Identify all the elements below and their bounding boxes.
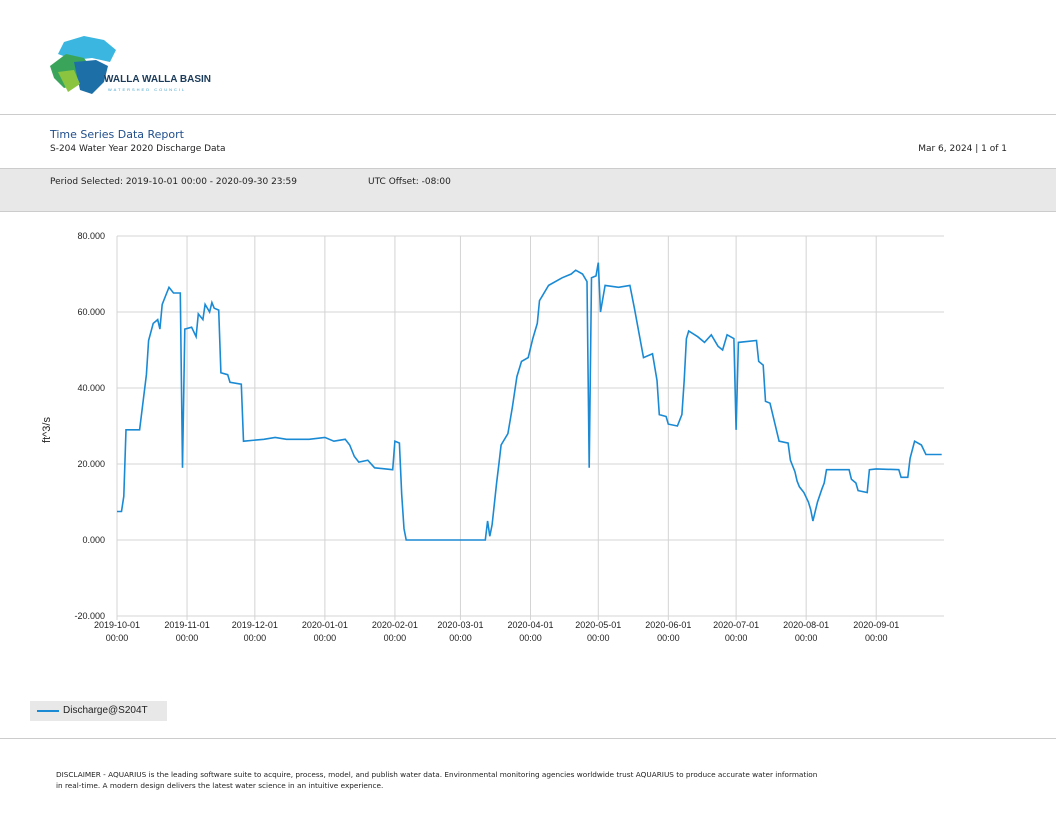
x-tick-label: 2020-04-01 00:00 [507,620,553,643]
org-name: WALLA WALLA BASIN [104,74,211,85]
divider [0,114,1056,115]
x-tick-label: 2020-07-01 00:00 [713,620,759,643]
x-tick-label: 2020-01-01 00:00 [302,620,348,643]
legend: Discharge@S204T [30,701,167,721]
x-tick-label: 2020-09-01 00:00 [853,620,899,643]
x-tick-label: 2019-12-01 00:00 [232,620,278,643]
x-tick-label: 2019-10-01 00:00 [94,620,140,643]
y-tick-label: 60.000 [77,307,105,317]
x-tick-label: 2020-08-01 00:00 [783,620,829,643]
y-axis-label: ft^3/s [41,417,53,443]
y-tick-label: 20.000 [77,459,105,469]
report-subtitle: S-204 Water Year 2020 Discharge Data [50,144,226,154]
chart: -20.000 0.000 20.000 40.000 60.000 80.000 2019… [41,231,944,643]
data-line [117,262,942,541]
period: Period Selected: 2019-10-01 00:00 - 2020… [50,177,298,187]
x-tick-label: 2020-06-01 00:00 [645,620,691,643]
y-tick-label: 80.000 [77,231,105,241]
report-title: Time Series Data Report [50,128,184,141]
org-sub: WATERSHED COUNCIL [108,87,186,92]
x-tick-label: 2020-03-01 00:00 [437,620,483,643]
divider [0,738,1056,739]
x-tick-label: 2020-02-01 00:00 [372,620,418,643]
y-tick-label: -20.000 [74,611,105,621]
legend-label: Discharge@S204T [63,705,148,716]
period-band [0,168,1056,212]
x-tick-label: 2019-11-01 00:00 [164,620,209,643]
legend-swatch [37,710,59,712]
x-tick-label: 2020-05-01 00:00 [575,620,621,643]
y-tick-label: 40.000 [77,383,105,393]
logo: WALLA WALLA BASIN WATERSHED COUNCIL [50,36,211,94]
utc-offset: UTC Offset: -08:00 [368,177,451,187]
y-tick-label: 0.000 [82,535,105,545]
report-date: Mar 6, 2024 | 1 of 1 [918,144,1007,154]
disclaimer: DISCLAIMER - AQUARIUS is the leading sof… [56,770,818,790]
